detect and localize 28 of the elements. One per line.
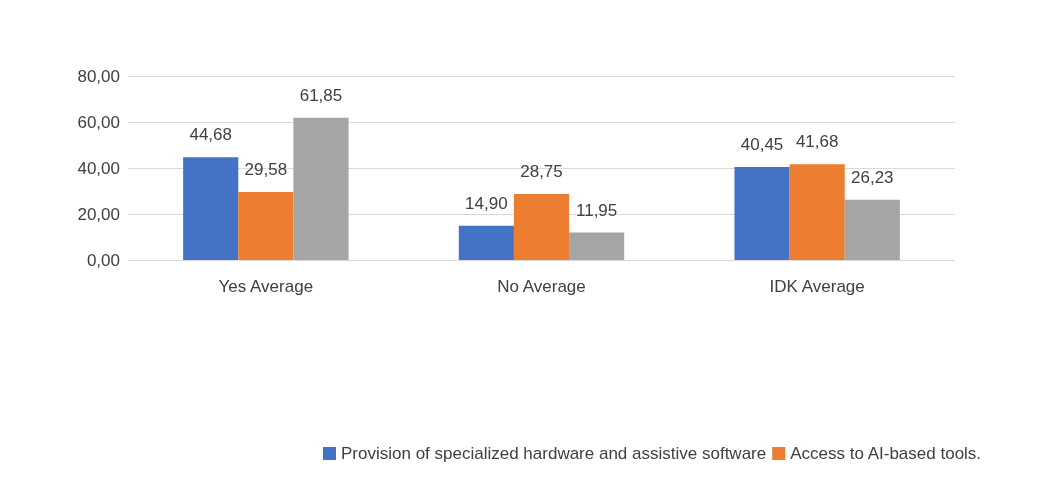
- y-tick-label: 80,00: [77, 66, 120, 86]
- data-label: 61,85: [299, 85, 343, 105]
- y-tick-label: 0,00: [86, 250, 120, 270]
- bar: [569, 232, 625, 260]
- bar: [293, 117, 349, 260]
- bar: [844, 199, 900, 260]
- bar: [734, 166, 790, 260]
- x-tick-label: Yes Average: [218, 277, 314, 296]
- data-label: 28,75: [520, 161, 563, 181]
- data-label: 44,68: [189, 125, 232, 145]
- bar: [238, 191, 294, 260]
- bar: [513, 193, 570, 260]
- bar: [789, 164, 845, 260]
- data-label: 40,45: [740, 134, 784, 154]
- legend-label: Access to AI-based tools.: [790, 444, 982, 463]
- legend-label: Provision of specialized hardware and assistive software: [341, 444, 767, 463]
- data-label: 41,68: [795, 132, 839, 152]
- data-label: 26,23: [851, 167, 894, 187]
- x-tick-label: No Average: [497, 277, 586, 296]
- bar: [458, 225, 514, 260]
- y-tick-label: 20,00: [77, 204, 120, 224]
- data-label: 11,95: [575, 200, 618, 220]
- x-tick-label: IDK Average: [769, 277, 865, 296]
- data-label: 29,58: [244, 159, 288, 179]
- bar: [183, 157, 239, 260]
- y-tick-label: 60,00: [77, 112, 120, 132]
- data-label: 14,90: [465, 193, 508, 213]
- y-tick-label: 40,00: [77, 158, 120, 178]
